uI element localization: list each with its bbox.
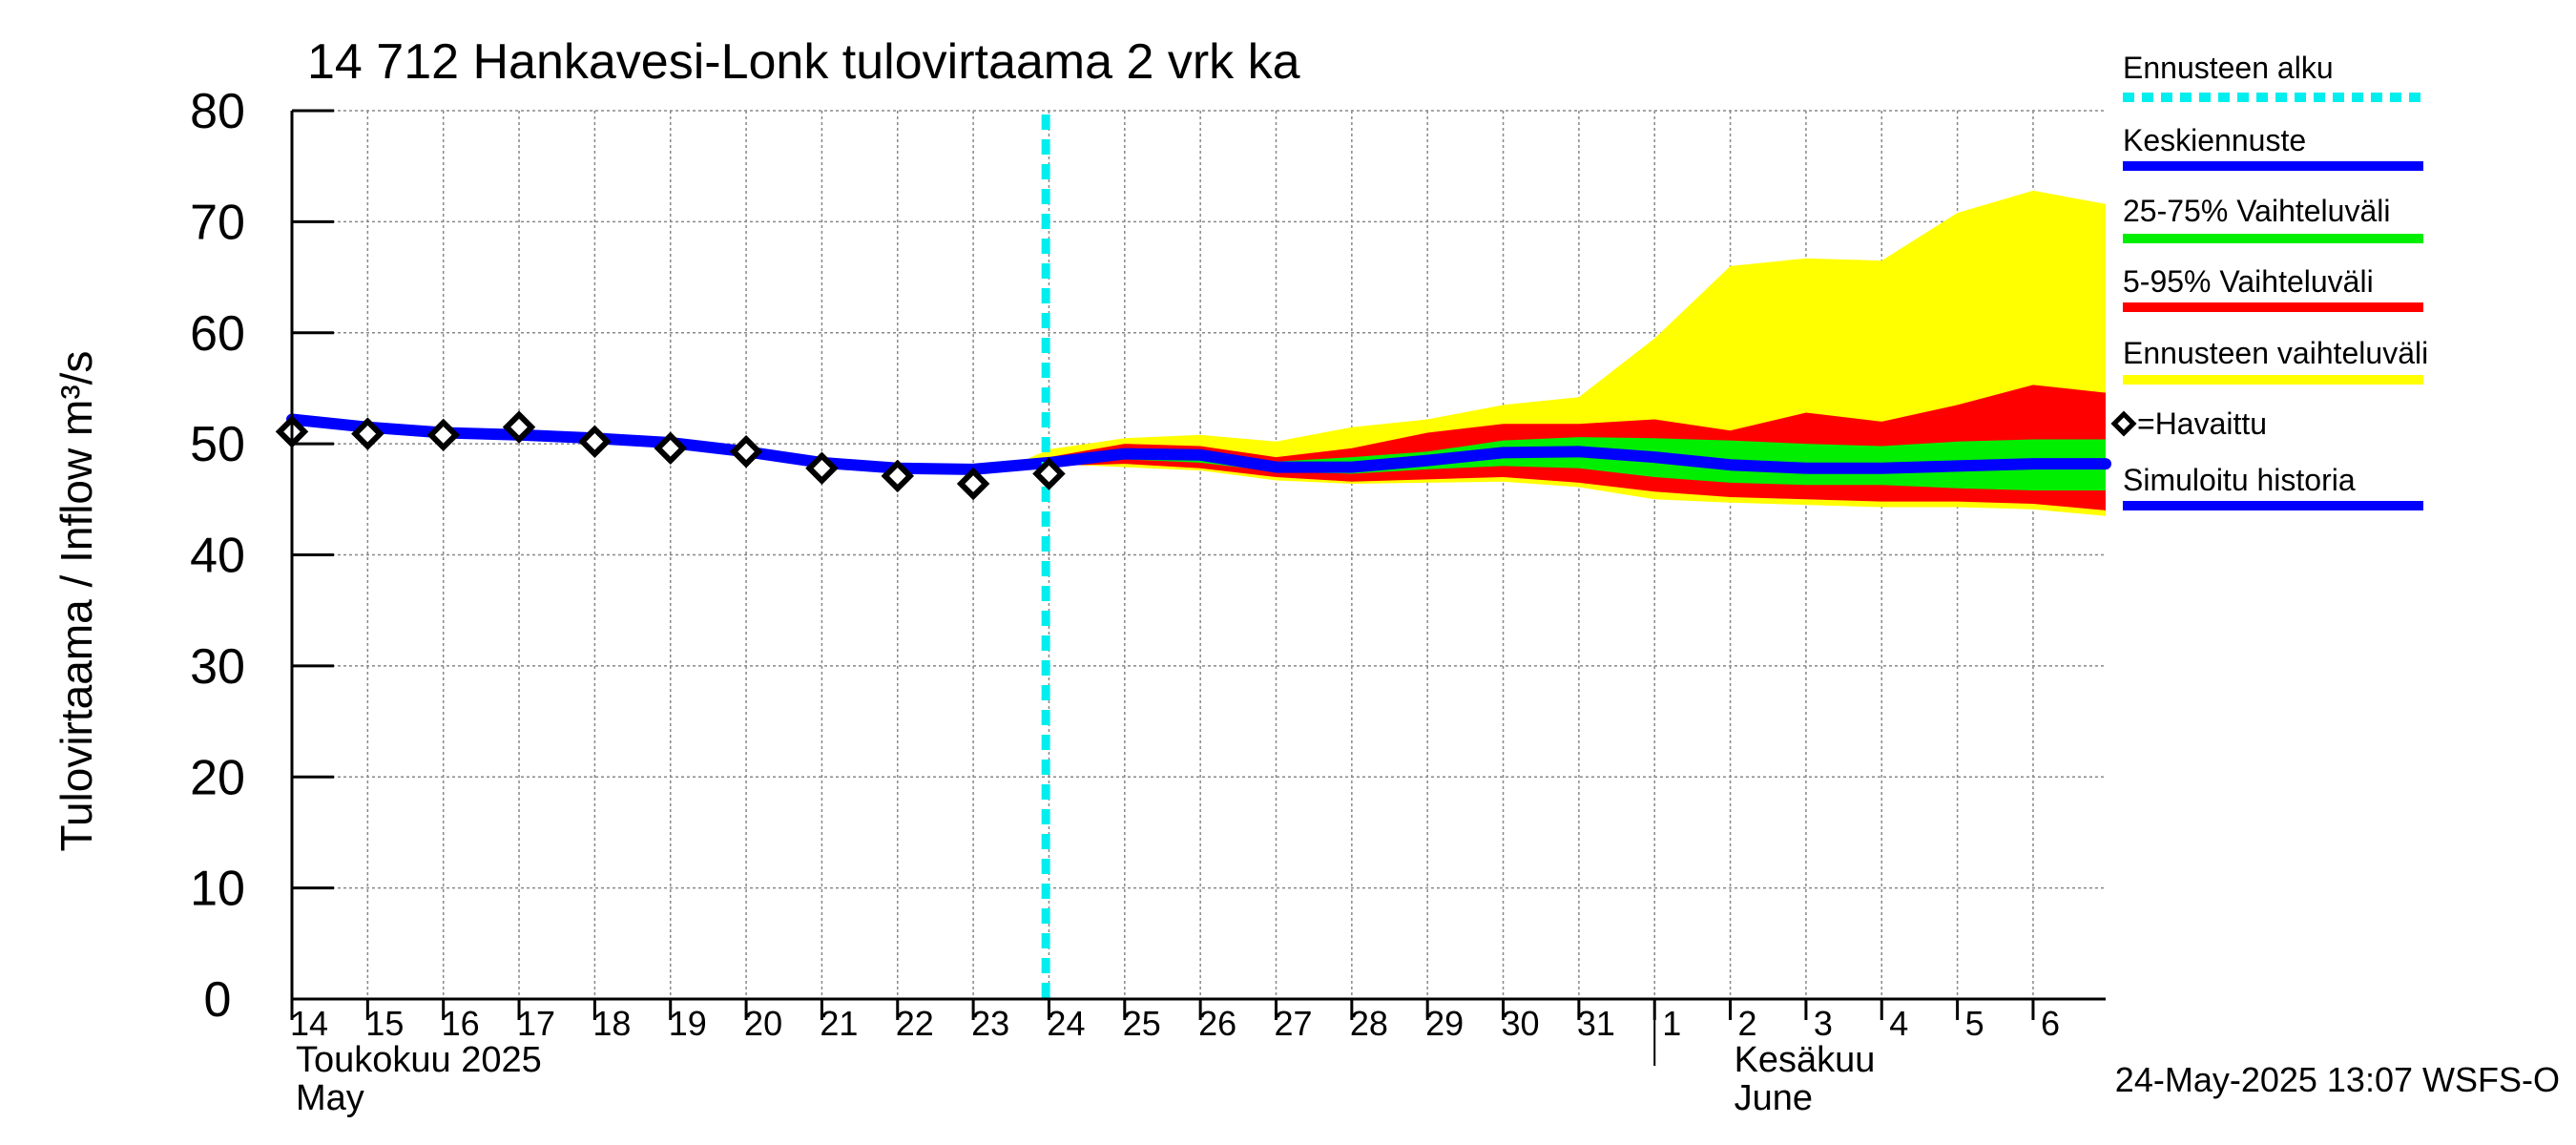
x-tick-label: 17 [517, 1004, 555, 1043]
month-label-fi: Toukokuu 2025 [296, 1040, 542, 1080]
observed-point [956, 467, 990, 501]
x-tick-label: 24 [1047, 1004, 1085, 1043]
observed-point [351, 417, 384, 450]
observed-markers [275, 410, 1066, 501]
grid-lines [292, 110, 2106, 999]
x-tick-label: 29 [1425, 1004, 1464, 1043]
x-tick-label: 2 [1738, 1004, 1757, 1043]
legend-label: Keskiennuste [2123, 123, 2306, 157]
y-tick-label: 10 [190, 862, 245, 917]
month-label-en: June [1735, 1078, 1813, 1118]
line-Keskiennuste [1043, 446, 2111, 474]
x-tick-label: 6 [2041, 1004, 2060, 1043]
month-label-en: May [296, 1078, 364, 1118]
observed-point [578, 425, 612, 459]
x-tick-label: 1 [1662, 1004, 1681, 1043]
chart-title: 14 712 Hankavesi-Lonk tulovirtaama 2 vrk… [307, 34, 1300, 90]
x-tick-label: 14 [290, 1004, 328, 1043]
legend-label: 5-95% Vaihteluväli [2123, 264, 2374, 299]
x-tick-label: 31 [1577, 1004, 1615, 1043]
observed-point [426, 418, 460, 452]
footer-timestamp: 24-May-2025 13:07 WSFS-O [2115, 1060, 2560, 1099]
x-tick-label: 16 [442, 1004, 480, 1043]
legend-swatch [2110, 410, 2137, 437]
x-tick-label: 5 [1965, 1004, 1984, 1043]
observed-point [805, 451, 839, 485]
y-axis-label: Tulovirtaama / Inflow m³/s [52, 351, 101, 852]
x-tick-label: 26 [1198, 1004, 1236, 1043]
legend-label: Ennusteen vaihteluväli [2123, 336, 2428, 370]
observed-point [1032, 457, 1066, 490]
x-tick-label: 19 [669, 1004, 707, 1043]
legend-label: Ennusteen alku [2123, 51, 2334, 85]
x-tick-label: 4 [1889, 1004, 1908, 1043]
legend-label: 25-75% Vaihteluväli [2123, 194, 2390, 228]
x-tick-label: 18 [592, 1004, 631, 1043]
observed-point [729, 435, 763, 468]
x-tick-label: 22 [896, 1004, 934, 1043]
x-tick-label: 15 [365, 1004, 404, 1043]
x-tick-label: 23 [971, 1004, 1009, 1043]
month-label-fi: Kesäkuu [1735, 1040, 1876, 1080]
y-tick-label: 50 [190, 417, 245, 472]
x-tick-label: 30 [1502, 1004, 1540, 1043]
x-tick-label: 28 [1350, 1004, 1388, 1043]
x-tick-label: 20 [744, 1004, 782, 1043]
legend-label: Simuloitu historia [2123, 463, 2356, 497]
x-tick-label: 25 [1123, 1004, 1161, 1043]
y-tick-label: 70 [190, 195, 245, 250]
observed-point [654, 431, 687, 466]
y-tick-label: 80 [190, 84, 245, 139]
y-tick-label: 0 [204, 972, 232, 1028]
observed-point [881, 459, 915, 493]
legend: Ennusteen alku Keskiennuste 25-75% Vaihtel… [2110, 51, 2428, 510]
x-tick-label: 27 [1274, 1004, 1312, 1043]
band-25-75% Vaihteluväli [1049, 437, 2106, 490]
x-tick-label: 3 [1814, 1004, 1833, 1043]
observed-point [502, 410, 536, 444]
y-tick-label: 30 [190, 639, 245, 695]
legend-label: =Havaittu [2137, 406, 2267, 441]
y-tick-label: 60 [190, 306, 245, 362]
x-tick-label: 21 [820, 1004, 858, 1043]
y-tick-label: 40 [190, 529, 245, 584]
y-tick-label: 20 [190, 750, 245, 805]
